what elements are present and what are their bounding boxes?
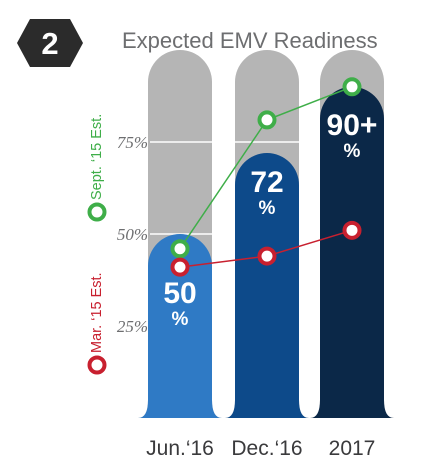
y-axis-ticks: 25% 50% 75% xyxy=(117,133,148,336)
value-bars xyxy=(138,86,394,419)
series-point xyxy=(342,220,362,240)
legend-marker-sept xyxy=(87,202,107,222)
legend-label-mar: Mar. ‘15 Est. xyxy=(89,272,105,353)
series-lines xyxy=(170,77,362,277)
legend-marker-mar xyxy=(87,355,107,375)
legend-item-sept: Sept. ‘15 Est. xyxy=(87,114,107,222)
x-category-label: 2017 xyxy=(329,437,376,460)
chart-title: Expected EMV Readiness xyxy=(122,28,378,53)
x-category-label: Jun.‘16 xyxy=(146,437,214,460)
y-tick-label: 75% xyxy=(117,133,148,152)
bar-value-unit: % xyxy=(259,198,276,219)
series-point xyxy=(257,246,277,266)
x-axis-categories: Jun.‘16 Dec.‘16 2017 xyxy=(146,437,375,460)
y-tick-label: 50% xyxy=(117,225,148,244)
value-bar-0 xyxy=(138,234,222,418)
series-point xyxy=(170,257,190,277)
value-bar-2 xyxy=(310,86,394,419)
series-point xyxy=(257,110,277,130)
badge-number: 2 xyxy=(41,26,58,61)
bar-value-label: 72 xyxy=(250,166,283,199)
bar-value-label: 50 xyxy=(163,277,196,310)
series-point xyxy=(170,239,190,259)
x-category-label: Dec.‘16 xyxy=(231,437,302,460)
step-badge: 2 xyxy=(17,19,83,67)
bar-value-label: 90+ xyxy=(327,109,378,142)
legend-item-mar: Mar. ‘15 Est. xyxy=(87,272,107,375)
bar-value-unit: % xyxy=(172,309,189,330)
bar-value-labels: 50%72%90+% xyxy=(163,109,377,330)
series-point xyxy=(342,77,362,97)
legend: Sept. ‘15 Est. Mar. ‘15 Est. xyxy=(87,114,107,375)
y-tick-label: 25% xyxy=(117,317,148,336)
badge-hexagon xyxy=(17,19,83,67)
bar-value-unit: % xyxy=(344,141,361,162)
legend-label-sept: Sept. ‘15 Est. xyxy=(89,114,105,200)
value-bar-1 xyxy=(225,153,309,419)
